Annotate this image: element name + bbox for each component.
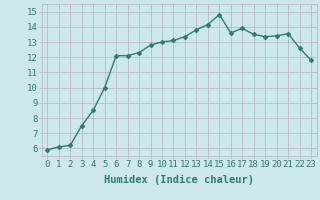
X-axis label: Humidex (Indice chaleur): Humidex (Indice chaleur) [104, 175, 254, 185]
